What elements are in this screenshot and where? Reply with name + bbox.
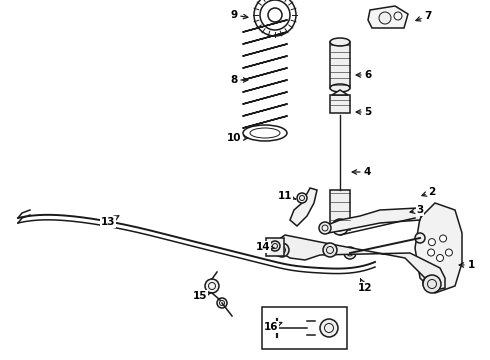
Circle shape <box>379 12 391 24</box>
Text: 6: 6 <box>356 70 371 80</box>
Circle shape <box>423 276 437 290</box>
Circle shape <box>423 275 441 293</box>
Bar <box>266 238 284 256</box>
Text: 3: 3 <box>410 205 424 215</box>
Bar <box>330 42 350 88</box>
Circle shape <box>445 249 452 256</box>
Text: 15: 15 <box>193 291 211 301</box>
Circle shape <box>344 247 356 259</box>
Text: 1: 1 <box>459 260 475 270</box>
Polygon shape <box>415 203 462 293</box>
Text: 13: 13 <box>101 216 119 227</box>
Circle shape <box>320 319 338 337</box>
Polygon shape <box>325 208 422 233</box>
Text: 8: 8 <box>230 75 248 85</box>
Text: 14: 14 <box>256 242 274 252</box>
Polygon shape <box>275 235 445 290</box>
Text: 5: 5 <box>356 107 371 117</box>
Circle shape <box>205 279 219 293</box>
Bar <box>262 307 347 349</box>
Text: 10: 10 <box>227 133 248 143</box>
Circle shape <box>323 243 337 257</box>
Text: 12: 12 <box>358 279 372 293</box>
Ellipse shape <box>330 84 350 92</box>
Text: 2: 2 <box>422 187 436 197</box>
Circle shape <box>437 255 443 261</box>
Ellipse shape <box>330 38 350 46</box>
Circle shape <box>428 239 436 246</box>
Circle shape <box>297 193 307 203</box>
Circle shape <box>428 249 435 256</box>
Bar <box>330 95 350 113</box>
Bar <box>330 190 350 230</box>
Text: 11: 11 <box>278 191 295 201</box>
Circle shape <box>270 241 280 251</box>
Circle shape <box>275 243 289 257</box>
Text: 16: 16 <box>264 322 282 332</box>
Text: 9: 9 <box>230 10 248 20</box>
Circle shape <box>332 219 348 235</box>
Text: 4: 4 <box>352 167 371 177</box>
Circle shape <box>319 222 331 234</box>
Circle shape <box>217 298 227 308</box>
Text: 7: 7 <box>416 11 432 21</box>
Polygon shape <box>290 188 317 226</box>
Polygon shape <box>332 90 348 95</box>
Polygon shape <box>368 6 408 28</box>
Circle shape <box>440 235 446 242</box>
Circle shape <box>415 233 425 243</box>
